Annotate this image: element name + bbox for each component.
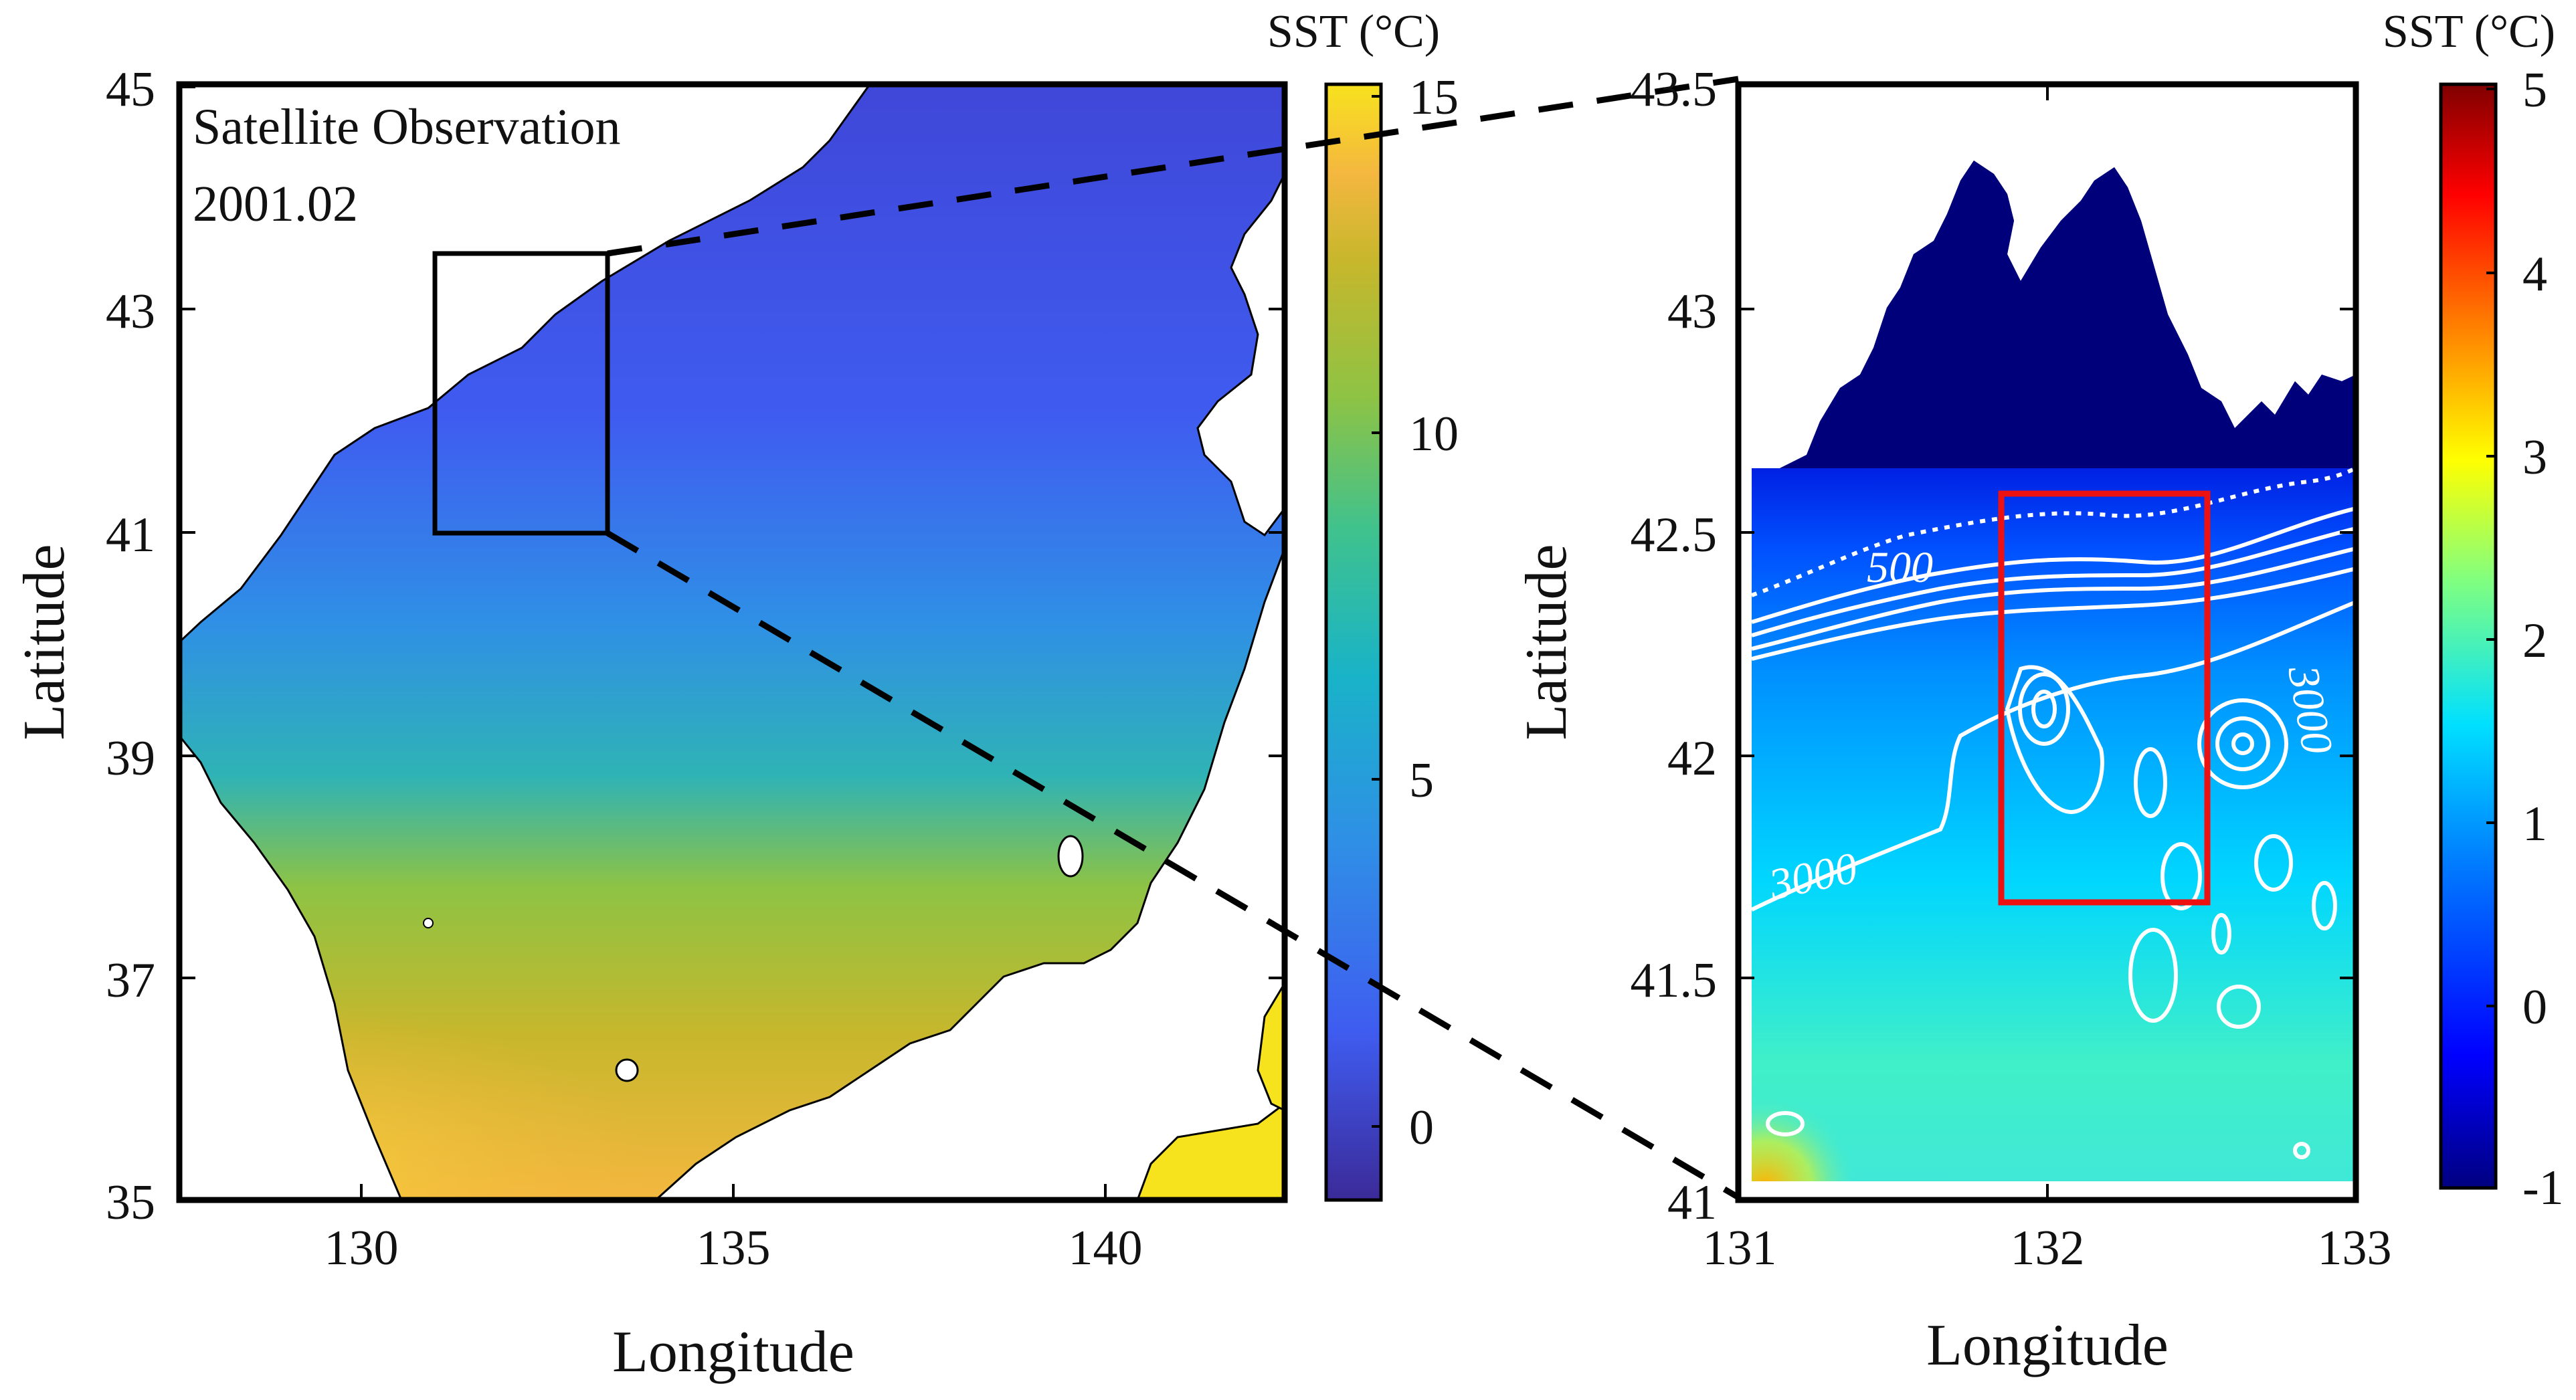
left-colorbar-tick-label: 5	[1409, 753, 1434, 808]
left-land-honshu	[654, 548, 1285, 1200]
contour-3000-ridge	[2005, 665, 2104, 814]
left-colorbar-tick-label: 0	[1409, 1100, 1434, 1155]
contour-seamount-east	[2215, 716, 2270, 771]
bathymetry-contours	[1750, 466, 2356, 1159]
left-y-axis-label: Latitude	[12, 544, 77, 740]
contour-500	[1750, 466, 2356, 597]
right-colorbar-tick-label: 3	[2522, 430, 2547, 485]
left-land-northwest	[179, 84, 871, 644]
left-xtick-label: 135	[697, 1221, 771, 1276]
right-colorbar-tick-label: 1	[2522, 797, 2547, 852]
contour-blob	[2134, 747, 2167, 818]
left-ytick-label: 41	[106, 508, 155, 563]
contour-blob	[2160, 842, 2202, 910]
left-colorbar-bar	[1324, 82, 1383, 1202]
right-ytick-label: 41.5	[1631, 953, 1718, 1008]
contour-1000	[1751, 506, 2356, 624]
left-sst-field	[179, 84, 1285, 1200]
left-ytick-label: 39	[106, 731, 155, 786]
left-land-hokkaido	[1196, 84, 1285, 537]
left-xtick-label: 130	[325, 1221, 399, 1276]
left-xtick-label: 140	[1069, 1221, 1143, 1276]
right-colorbar-tick-label: -1	[2522, 1161, 2564, 1215]
right-ytick-label: 41	[1667, 1175, 1717, 1230]
contour-blob	[2217, 985, 2261, 1029]
contour-seamount	[2031, 690, 2057, 728]
right-y-axis: 43.5 43 42.5 42 41.5 41	[1631, 62, 2356, 1230]
contour-2000	[1751, 546, 2356, 651]
left-colorbar: 15 10 5 0 SST (°C)	[1267, 6, 1459, 1202]
right-highlight-box	[1998, 490, 2211, 906]
contour-blob	[2293, 1142, 2310, 1159]
connector-bottom	[606, 530, 1740, 1200]
connector-top	[607, 76, 1739, 257]
right-colorbar-tick-label: 4	[2522, 247, 2547, 302]
right-x-axis: 131 132 133	[1703, 84, 2392, 1276]
contour-2500	[1751, 567, 2356, 661]
right-ytick-label: 43	[1667, 284, 1717, 339]
contour-blob	[1766, 1111, 1805, 1136]
right-ytick-label: 42.5	[1631, 508, 1718, 563]
right-land	[1738, 84, 2356, 468]
left-annotation-line1: Satellite Observation	[193, 99, 621, 155]
right-colorbar-bar	[2439, 82, 2498, 1190]
left-ytick-label: 37	[106, 953, 155, 1008]
contour-1500	[1751, 526, 2356, 637]
left-map-panel: Satellite Observation 2001.02 45 43 41 3…	[12, 6, 1459, 1385]
right-xtick-label: 132	[2011, 1221, 2085, 1276]
left-x-axis: 130 135 140	[325, 1184, 1143, 1276]
contour-label-500: 500	[1867, 543, 1933, 592]
left-land-kyushu	[1136, 1102, 1285, 1200]
left-colorbar-tick-label: 15	[1409, 70, 1459, 125]
right-warm-water	[1752, 923, 2019, 1187]
contour-blob	[2254, 834, 2293, 892]
left-ytick-label: 45	[106, 62, 155, 117]
right-colorbar-title: SST (°C)	[2383, 6, 2555, 58]
contour-seamount-east	[2231, 732, 2254, 755]
left-island-oki	[615, 1058, 639, 1082]
right-x-axis-label: Longitude	[1926, 1313, 2169, 1378]
right-colorbar-tick-label: 2	[2522, 613, 2547, 668]
right-colorbar-tick-label: 5	[2522, 63, 2547, 118]
right-colorbar-tick-label: 0	[2522, 980, 2547, 1035]
right-y-axis-label: Latitude	[1514, 544, 1579, 740]
contour-seamount	[2018, 672, 2070, 746]
right-ytick-label: 42	[1667, 731, 1717, 786]
left-colorbar-title: SST (°C)	[1267, 6, 1440, 58]
contour-3000	[1750, 600, 2356, 912]
left-land-kyushu-east	[1257, 981, 1285, 1112]
left-ytick-label: 43	[106, 284, 155, 339]
contour-blob	[2211, 913, 2231, 955]
zoom-connectors	[606, 76, 1740, 1200]
right-bottom-edge	[1752, 1181, 2356, 1188]
left-colorbar-tick-label: 10	[1409, 407, 1459, 462]
left-ytick-label: 35	[106, 1175, 155, 1230]
left-island-sado	[1057, 835, 1084, 878]
left-land-korea	[179, 734, 403, 1200]
contour-seamount-east	[2197, 698, 2288, 789]
left-y-axis: 45 43 41 39 37 35	[106, 62, 1285, 1230]
right-ytick-label: 43.5	[1631, 62, 1718, 117]
contour-blob	[2128, 928, 2178, 1023]
right-sst-field: 500 3000 3000	[1738, 84, 2356, 1200]
contour-blob	[2312, 881, 2337, 930]
right-colorbar: 5 4 3 2 1 0 -1 SST (°C)	[2383, 6, 2564, 1215]
right-xtick-label: 133	[2318, 1221, 2392, 1276]
right-xtick-label: 131	[1703, 1221, 1777, 1276]
left-x-axis-label: Longitude	[612, 1320, 854, 1385]
right-map-panel: 500 3000 3000 43.5 43 42.5 42 41.5 41 La…	[1514, 6, 2564, 1378]
right-coastal-cold-water	[1752, 161, 2356, 468]
left-annotation-line2: 2001.02	[193, 176, 358, 232]
left-inset-box	[432, 251, 610, 536]
left-island-ulleung	[423, 918, 434, 928]
